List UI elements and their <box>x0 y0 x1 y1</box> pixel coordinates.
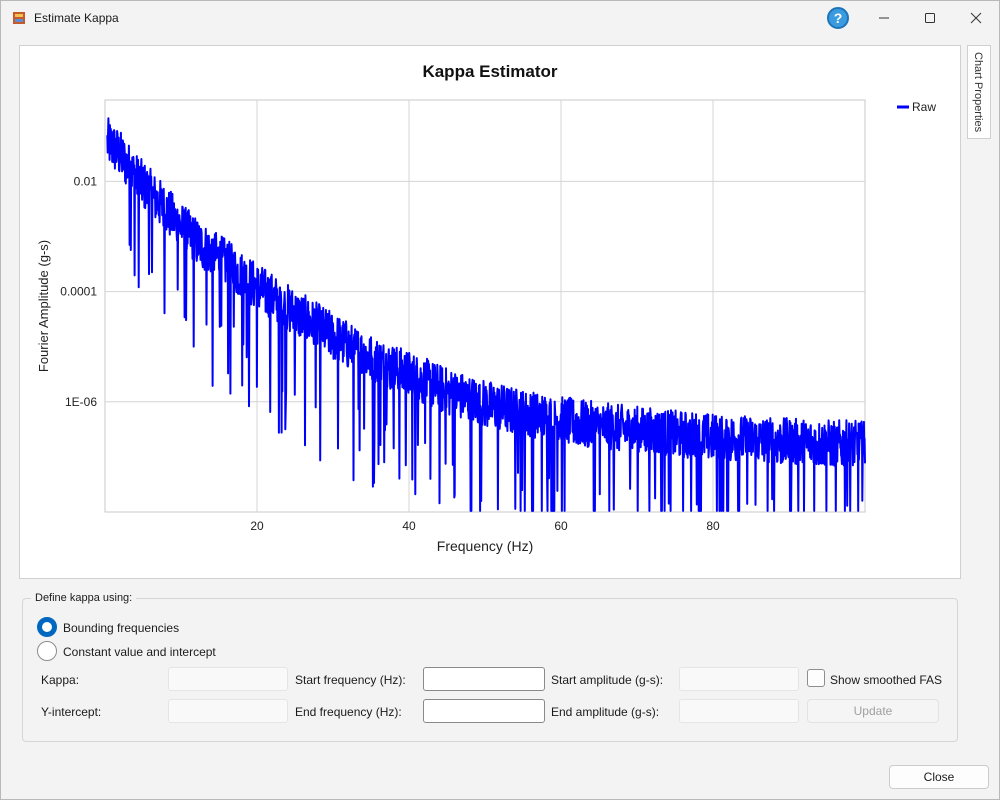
close-button[interactable]: Close <box>889 765 989 789</box>
show-smoothed-checkbox[interactable] <box>807 669 825 687</box>
define-kappa-legend: Define kappa using: <box>31 592 137 604</box>
help-button[interactable]: ? <box>827 7 849 29</box>
start-amplitude-label: Start amplitude (g-s): <box>551 673 664 687</box>
app-icon <box>13 12 25 24</box>
end-amplitude-field[interactable] <box>679 699 799 723</box>
x-tick-label: 40 <box>402 519 416 533</box>
close-icon <box>970 12 982 24</box>
radio-bounding-frequencies[interactable] <box>37 617 57 637</box>
y-intercept-field[interactable] <box>168 699 288 723</box>
kappa-label: Kappa: <box>41 673 80 687</box>
radio-constant-label[interactable]: Constant value and intercept <box>63 645 216 659</box>
series-line-raw <box>106 117 866 512</box>
start-frequency-label: Start frequency (Hz): <box>295 673 406 687</box>
x-axis-label: Frequency (Hz) <box>437 538 533 554</box>
kappa-chart: Kappa Estimator 20 40 60 800.010.00011E-06 … <box>36 62 936 554</box>
y-axis-label: Fourier Amplitude (g-s) <box>36 240 51 372</box>
title-bar: Estimate Kappa ? <box>1 1 999 35</box>
end-amplitude-label: End amplitude (g-s): <box>551 705 660 719</box>
y-tick-label: 1E-06 <box>65 395 97 409</box>
radio-bounding-label[interactable]: Bounding frequencies <box>63 621 180 635</box>
start-amplitude-field[interactable] <box>679 667 799 691</box>
x-tick-label: 60 <box>554 519 568 533</box>
minimize-button[interactable] <box>861 1 907 35</box>
chart-title: Kappa Estimator <box>422 62 557 81</box>
y-tick-label: 0.01 <box>74 174 98 188</box>
maximize-icon <box>925 13 935 23</box>
chart-panel: Kappa Estimator 20 40 60 80 0.01 0.0001 1E-06 … <box>19 45 961 579</box>
legend-label-raw: Raw <box>912 100 936 114</box>
update-button[interactable]: Update <box>807 699 939 723</box>
legend: Raw <box>897 100 936 114</box>
show-smoothed-label[interactable]: Show smoothed FAS <box>830 673 943 687</box>
y-tick-label: 0.0001 <box>60 285 97 299</box>
axis-ticks: 20 40 60 80 0.01 0.0001 1E-06 <box>60 174 720 533</box>
chart-properties-tab[interactable]: Chart Properties <box>967 45 991 139</box>
kappa-field[interactable] <box>168 667 288 691</box>
radio-constant-value[interactable] <box>37 641 57 661</box>
start-frequency-field[interactable] <box>423 667 545 691</box>
window-title: Estimate Kappa <box>34 11 119 25</box>
close-window-button[interactable] <box>953 1 999 35</box>
end-frequency-label: End frequency (Hz): <box>295 705 402 719</box>
chart-properties-label: Chart Properties <box>972 52 984 133</box>
x-tick-label: 80 <box>706 519 720 533</box>
end-frequency-field[interactable] <box>423 699 545 723</box>
x-tick-label: 20 <box>250 519 264 533</box>
y-intercept-label: Y-intercept: <box>41 705 102 719</box>
maximize-button[interactable] <box>907 1 953 35</box>
